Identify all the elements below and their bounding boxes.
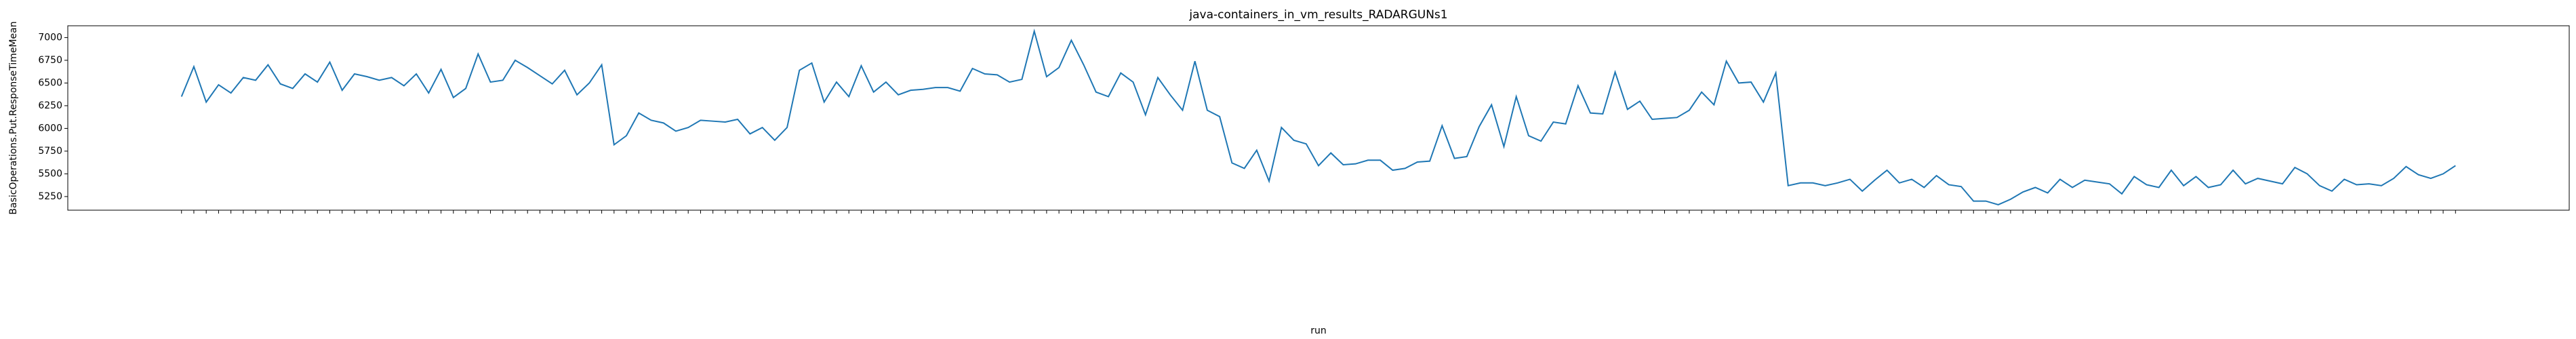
chart-title: java-containers_in_vm_results_RADARGUNs1: [1188, 8, 1447, 22]
x-axis-label: run: [1310, 325, 1327, 336]
y-tick-label: 6500: [38, 77, 62, 88]
plot-frame: [67, 25, 2570, 211]
data-line: [180, 28, 2456, 206]
y-tick-label: 5500: [38, 168, 62, 179]
y-tick-label: 6000: [38, 123, 62, 134]
y-tick-label: 7000: [38, 32, 62, 43]
y-axis-label: BasicOperations.Put.ResponseTimeMean: [8, 21, 19, 214]
y-tick-label: 6250: [38, 100, 62, 111]
y-tick-label: 6750: [38, 55, 62, 66]
y-tick-label: 5250: [38, 191, 62, 202]
y-tick-label: 5750: [38, 146, 62, 157]
